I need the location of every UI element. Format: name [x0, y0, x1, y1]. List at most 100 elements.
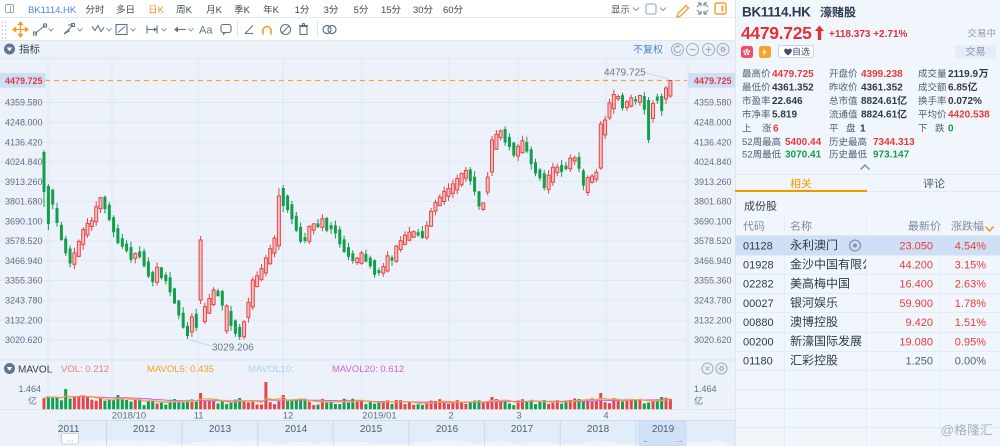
svg-text:15: 15: [381, 5, 392, 16]
svg-text:2015: 2015: [360, 424, 383, 435]
svg-text:00880: 00880: [743, 317, 774, 329]
svg-text:6: 6: [773, 123, 779, 134]
svg-text:0.95%: 0.95%: [955, 336, 986, 348]
svg-text:9.420: 9.420: [906, 317, 934, 329]
svg-text:6.85: 6.85: [948, 82, 968, 93]
svg-text:4479.725: 4479.725: [694, 76, 732, 86]
svg-text:0.00%: 0.00%: [955, 356, 986, 368]
svg-text:8824.61: 8824.61: [861, 96, 898, 107]
svg-text:30: 30: [413, 5, 424, 16]
svg-text:1: 1: [295, 5, 300, 16]
svg-text:2011: 2011: [58, 424, 80, 435]
svg-text:2019/01: 2019/01: [362, 410, 396, 421]
svg-text:2014: 2014: [285, 424, 308, 435]
svg-text:K: K: [273, 5, 280, 16]
svg-text:4399.238: 4399.238: [861, 69, 903, 80]
svg-text:52: 52: [742, 137, 753, 148]
svg-text:0: 0: [948, 123, 954, 134]
svg-text:2012: 2012: [133, 424, 156, 435]
svg-text:7344.313: 7344.313: [873, 137, 915, 148]
svg-text:@: @: [941, 423, 954, 438]
svg-text:4136.420: 4136.420: [5, 137, 43, 147]
svg-text:19.080: 19.080: [899, 336, 933, 348]
svg-text:8824.61: 8824.61: [861, 110, 898, 121]
svg-text:4420.538: 4420.538: [948, 110, 990, 121]
svg-text:+118.373 +2.71%: +118.373 +2.71%: [829, 29, 908, 40]
svg-text:3913.260: 3913.260: [694, 177, 732, 187]
svg-text:4248.000: 4248.000: [5, 118, 43, 128]
svg-text:4.54%: 4.54%: [955, 240, 986, 252]
svg-text:3801.680: 3801.680: [5, 197, 43, 207]
svg-text:3355.360: 3355.360: [694, 276, 732, 286]
svg-text:2119.9: 2119.9: [948, 69, 978, 80]
svg-text:59.900: 59.900: [899, 298, 933, 310]
svg-text:4479.725: 4479.725: [5, 76, 43, 86]
svg-text:3020.620: 3020.620: [5, 335, 43, 345]
svg-text:01128: 01128: [743, 240, 773, 252]
svg-text:4361.352: 4361.352: [861, 82, 903, 93]
svg-text:01180: 01180: [743, 356, 773, 368]
svg-text:973.147: 973.147: [873, 150, 910, 161]
svg-text:←: ←: [642, 435, 651, 445]
svg-text:1.464: 1.464: [694, 384, 717, 394]
svg-text:4024.840: 4024.840: [5, 157, 43, 167]
svg-text:4: 4: [603, 410, 608, 421]
svg-text:MAVOL10:: MAVOL10:: [248, 364, 294, 375]
svg-text:3.15%: 3.15%: [955, 260, 986, 272]
svg-text:3578.520: 3578.520: [694, 236, 732, 246]
svg-text:0.072%: 0.072%: [948, 96, 982, 107]
svg-text:2.63%: 2.63%: [955, 279, 986, 291]
svg-text:11: 11: [194, 410, 204, 421]
svg-text:MAVOL: MAVOL: [18, 364, 53, 375]
svg-text:MAVOL5: 0.435: MAVOL5: 0.435: [147, 364, 214, 375]
svg-text:3355.360: 3355.360: [5, 276, 43, 286]
svg-text:3690.100: 3690.100: [694, 216, 732, 226]
svg-text:4359.580: 4359.580: [5, 98, 43, 108]
svg-text:2: 2: [448, 410, 453, 421]
svg-text:4248.000: 4248.000: [694, 118, 732, 128]
svg-text:1: 1: [860, 123, 866, 134]
svg-text:5: 5: [354, 5, 359, 16]
svg-text:1.78%: 1.78%: [955, 298, 986, 310]
svg-text:00027: 00027: [743, 298, 774, 310]
svg-text:3466.940: 3466.940: [694, 256, 732, 266]
svg-text:→: →: [676, 435, 685, 445]
svg-text:3: 3: [516, 410, 521, 421]
svg-text:...: ...: [67, 435, 74, 444]
svg-text:2013: 2013: [209, 424, 232, 435]
svg-text:3132.200: 3132.200: [5, 315, 43, 325]
svg-text:1.250: 1.250: [906, 356, 934, 368]
svg-text:3578.520: 3578.520: [5, 236, 43, 246]
svg-text:2017: 2017: [511, 424, 534, 435]
svg-text:3466.940: 3466.940: [5, 256, 43, 266]
svg-text:00200: 00200: [743, 336, 774, 348]
svg-text:4024.840: 4024.840: [694, 157, 732, 167]
svg-text:2018/10: 2018/10: [112, 410, 146, 421]
svg-text:3020.620: 3020.620: [694, 335, 732, 345]
svg-text:Aa: Aa: [199, 25, 213, 37]
svg-text:2018: 2018: [587, 424, 610, 435]
svg-text:K: K: [158, 5, 165, 16]
svg-text:K: K: [244, 5, 251, 16]
svg-text:5400.44: 5400.44: [785, 137, 822, 148]
svg-text:52: 52: [742, 150, 753, 161]
svg-text:4361.352: 4361.352: [772, 82, 814, 93]
svg-text:2016: 2016: [436, 424, 459, 435]
svg-text:01928: 01928: [743, 260, 774, 272]
svg-text:4479.725: 4479.725: [741, 23, 812, 43]
svg-text:60: 60: [443, 5, 454, 16]
svg-text:2019: 2019: [652, 424, 675, 435]
svg-text:3243.780: 3243.780: [5, 296, 43, 306]
svg-text:4136.420: 4136.420: [694, 137, 732, 147]
svg-text:3132.200: 3132.200: [694, 315, 732, 325]
svg-text:1.51%: 1.51%: [955, 317, 986, 329]
svg-text:MAVOL20: 0.612: MAVOL20: 0.612: [332, 364, 404, 375]
svg-text:1.464: 1.464: [19, 384, 42, 394]
svg-text:BK1114.HK: BK1114.HK: [742, 5, 811, 20]
svg-text:3690.100: 3690.100: [5, 216, 43, 226]
svg-text:3: 3: [324, 5, 329, 16]
svg-text:4479.725: 4479.725: [772, 69, 814, 80]
svg-text:K: K: [216, 5, 223, 16]
svg-text:VOL: 0.212: VOL: 0.212: [61, 364, 109, 375]
svg-text:3029.206: 3029.206: [212, 343, 254, 354]
